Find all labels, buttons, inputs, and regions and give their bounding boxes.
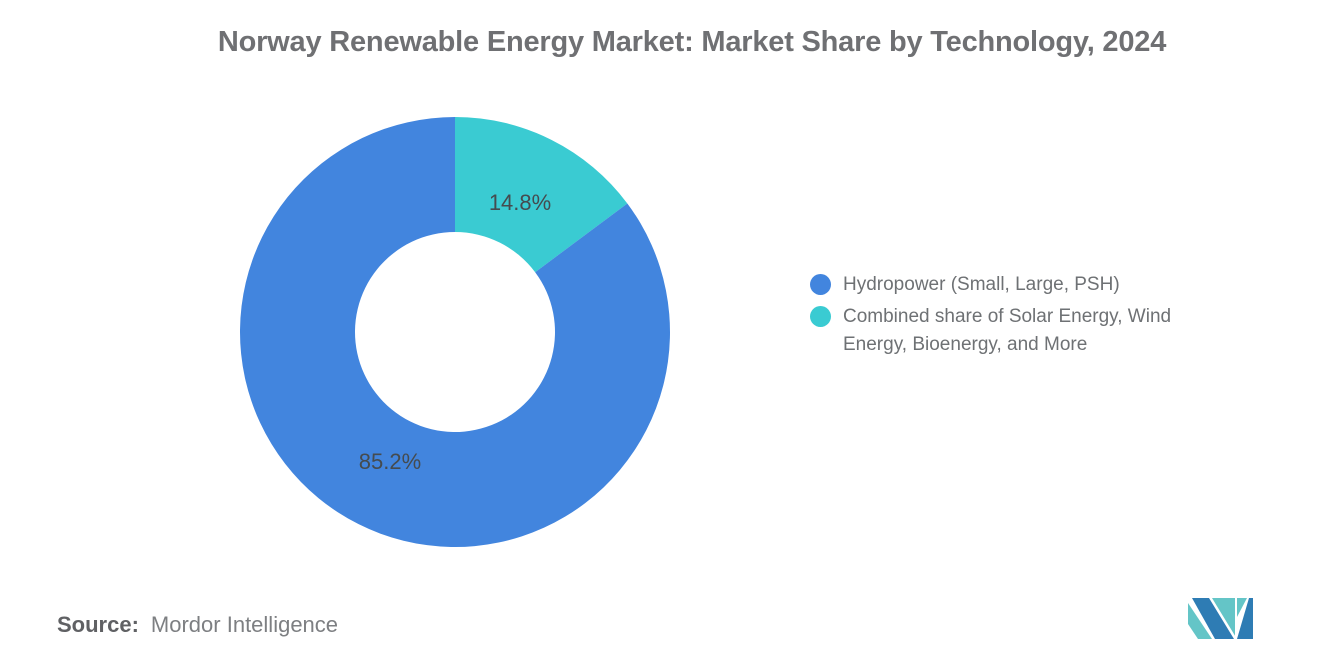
donut-chart: 14.8% 85.2% bbox=[239, 117, 671, 547]
source-line: Source: Mordor Intelligence bbox=[57, 612, 338, 638]
legend: Hydropower (Small, Large, PSH) Combined s… bbox=[810, 271, 1212, 359]
logo-shape-blue-band bbox=[1192, 598, 1234, 639]
legend-swatch-combined-renewables bbox=[810, 306, 831, 327]
legend-item-hydropower: Hydropower (Small, Large, PSH) bbox=[810, 271, 1212, 299]
slice-label-combined-renewables: 14.8% bbox=[489, 190, 551, 215]
source-value: Mordor Intelligence bbox=[150, 612, 339, 637]
source-label: Source: bbox=[57, 612, 139, 637]
logo-shape-right-blue-block bbox=[1237, 598, 1253, 639]
legend-swatch-hydropower bbox=[810, 274, 831, 295]
chart-title: Norway Renewable Energy Market: Market S… bbox=[217, 26, 1167, 58]
legend-label-hydropower: Hydropower (Small, Large, PSH) bbox=[843, 274, 1120, 295]
logo-shape-mid-teal-triangle bbox=[1212, 598, 1235, 636]
slice-label-hydropower: 85.2% bbox=[359, 449, 421, 474]
logo-shape-left-teal-wedge bbox=[1188, 603, 1212, 639]
legend-item-combined-renewables: Combined share of Solar Energy, Wind Ene… bbox=[810, 303, 1212, 359]
slice-hydropower bbox=[239, 117, 671, 547]
logo-shape-top-right-teal-triangle bbox=[1237, 598, 1247, 617]
mordor-intelligence-logo bbox=[1188, 598, 1253, 639]
legend-label-combined-renewables: Combined share of Solar Energy, Wind Ene… bbox=[843, 306, 1172, 355]
slice-combined-renewables bbox=[455, 117, 628, 273]
